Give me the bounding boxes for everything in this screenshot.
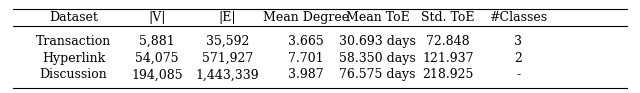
Text: 54,075: 54,075: [135, 52, 179, 65]
Text: |E|: |E|: [218, 11, 236, 24]
Text: 30.693 days: 30.693 days: [339, 35, 416, 48]
Text: 3.665: 3.665: [288, 35, 324, 48]
Text: 194,085: 194,085: [131, 68, 182, 81]
Text: 1,443,339: 1,443,339: [195, 68, 259, 81]
Text: |V|: |V|: [148, 11, 166, 24]
Text: #Classes: #Classes: [490, 11, 547, 24]
Text: Mean Degree: Mean Degree: [263, 11, 349, 24]
Text: 218.925: 218.925: [422, 68, 474, 81]
Text: 7.701: 7.701: [288, 52, 324, 65]
Text: 2: 2: [515, 52, 522, 65]
Text: Discussion: Discussion: [40, 68, 108, 81]
Text: Dataset: Dataset: [49, 11, 98, 24]
Text: 58.350 days: 58.350 days: [339, 52, 416, 65]
Text: 35,592: 35,592: [205, 35, 249, 48]
Text: 72.848: 72.848: [426, 35, 470, 48]
Text: Transaction: Transaction: [36, 35, 111, 48]
Text: 5,881: 5,881: [139, 35, 175, 48]
Text: Hyperlink: Hyperlink: [42, 52, 105, 65]
Text: 3: 3: [515, 35, 522, 48]
Text: Std. ToE: Std. ToE: [421, 11, 475, 24]
Text: 121.937: 121.937: [422, 52, 474, 65]
Text: 571,927: 571,927: [202, 52, 253, 65]
Text: -: -: [516, 68, 520, 81]
Text: Mean ToE: Mean ToE: [346, 11, 410, 24]
Text: 3.987: 3.987: [288, 68, 324, 81]
Text: 76.575 days: 76.575 days: [339, 68, 416, 81]
